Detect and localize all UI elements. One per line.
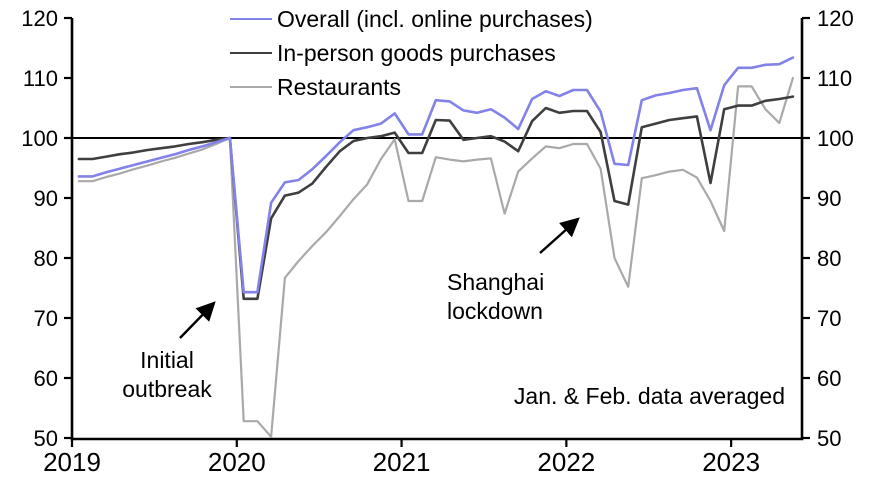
y-axis-label-right: 100 <box>817 126 854 151</box>
legend: Overall (incl. online purchases) In-pers… <box>230 2 593 104</box>
x-axis-label: 2020 <box>208 447 266 477</box>
y-axis-label-right: 110 <box>817 66 852 91</box>
restaurants-line-swatch <box>230 86 272 88</box>
series-line-overall <box>77 56 795 294</box>
y-axis-label-right: 90 <box>817 186 841 211</box>
legend-label-overall: Overall (incl. online purchases) <box>277 5 593 32</box>
annotation-shanghai-line1: Shanghai <box>447 269 545 295</box>
y-axis-label-left: 80 <box>34 246 58 271</box>
y-axis-label-left: 60 <box>34 366 58 391</box>
annotation-initial-line1: Initial <box>140 347 194 373</box>
y-axis-label-right: 80 <box>817 246 841 271</box>
annotation-shanghai-lockdown: Shanghai lockdown <box>447 268 627 326</box>
x-axis-label: 2021 <box>373 447 431 477</box>
y-axis-label-left: 110 <box>23 66 58 91</box>
y-axis-label-right: 120 <box>817 6 854 31</box>
axis-frame <box>70 18 804 441</box>
y-axis-label-left: 100 <box>21 126 58 151</box>
legend-item-in-person: In-person goods purchases <box>230 36 593 70</box>
annotation-shanghai-line2: lockdown <box>447 298 543 324</box>
series-line-restaurants <box>77 76 795 438</box>
x-axis-label: 2023 <box>702 447 760 477</box>
in-person-line-swatch <box>230 52 272 54</box>
legend-label-restaurants: Restaurants <box>277 73 402 100</box>
y-axis-label-right: 70 <box>817 306 841 331</box>
annotation-initial-outbreak: Initial outbreak <box>87 346 247 404</box>
annotation-data-note: Jan. & Feb. data averaged <box>513 383 785 409</box>
legend-item-overall: Overall (incl. online purchases) <box>230 2 593 36</box>
shanghai-lockdown-arrow <box>539 217 580 254</box>
series-line-in-person <box>77 95 795 301</box>
legend-label-in-person: In-person goods purchases <box>277 39 556 66</box>
y-axis-label-left: 50 <box>34 426 58 451</box>
annotation-initial-line2: outbreak <box>122 376 212 402</box>
y-axis-label-left: 70 <box>34 306 58 331</box>
y-axis-label-right: 50 <box>817 426 841 451</box>
x-axis-label: 2019 <box>43 447 101 477</box>
y-axis-label-left: 90 <box>34 186 58 211</box>
initial-outbreak-arrow <box>179 301 216 339</box>
legend-item-restaurants: Restaurants <box>230 70 593 104</box>
y-axis-label-right: 60 <box>817 366 841 391</box>
overall-line-swatch <box>230 18 272 20</box>
x-axis-label: 2022 <box>537 447 595 477</box>
y-axis-label-left: 120 <box>21 6 58 31</box>
